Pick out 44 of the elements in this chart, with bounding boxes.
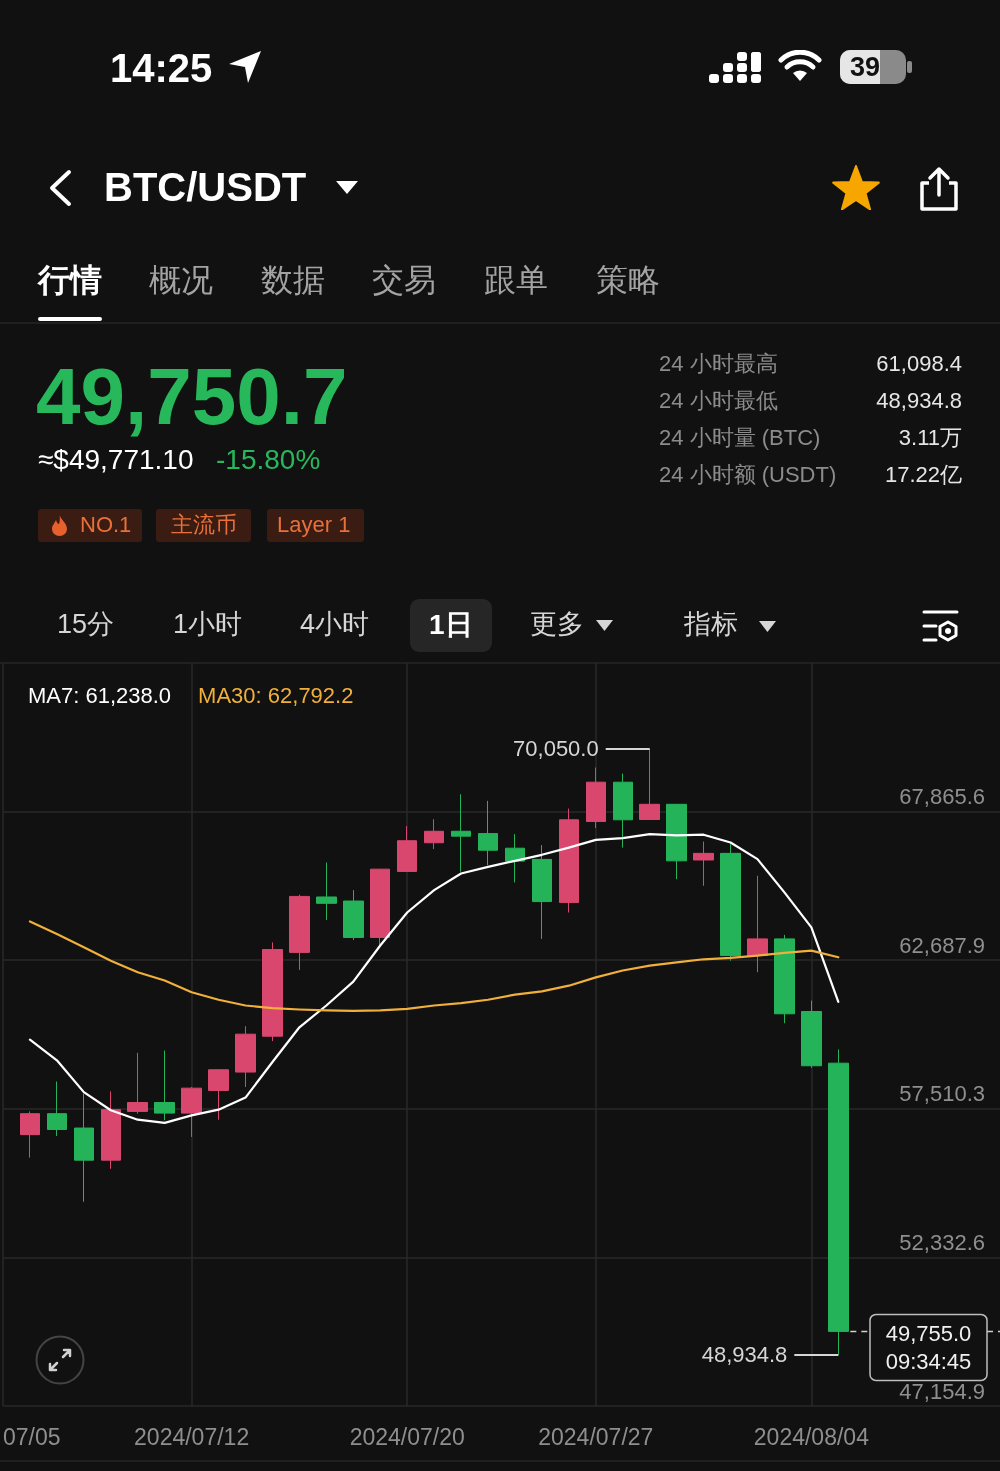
x-tick-label: 2024/08/04 [753,1423,870,1450]
text: 交易 [372,262,436,298]
text: MA7: 61,238.0 [28,682,172,708]
text: 3.11万 [898,425,962,450]
text: -15.80% [216,444,321,475]
text: Layer 1 [277,512,351,537]
text: 24 小时额 (USDT) [659,462,837,487]
text: 数据 [261,262,325,298]
text: 24 小时量 (BTC) [659,425,821,450]
text: ≈$49,771.10 [38,444,194,475]
text: 主流币 [171,512,237,537]
text: 61,098.4 [876,351,962,376]
x-tick-label: 07/05 [3,1423,61,1450]
y-tick-label: 57,510.3 [899,1081,985,1107]
text: 48,934.8 [876,388,962,413]
x-tick-label: 2024/07/27 [538,1423,654,1450]
text: 24 小时最高 [659,351,778,376]
text: 39 [850,52,881,82]
y-tick-label: 47,154.9 [899,1378,985,1404]
text: 17.22亿 [884,462,962,487]
text: 49,750.7 [36,352,348,441]
x-tick-label: 2024/07/12 [134,1423,250,1450]
text: NO.1 [80,512,132,537]
text: 策略 [596,262,660,298]
text: 14:25 [110,46,213,90]
text: 1日 [429,609,473,640]
annotation: 48,934.8 [701,1342,788,1368]
ref-line-label: 49,755.0 09:34:45 [885,1320,972,1374]
text: 24 小时最低 [659,388,778,413]
annotation: 70,050.0 [513,736,599,762]
y-tick-label: 67,865.6 [899,784,985,810]
y-tick-label: 52,332.6 [899,1229,985,1255]
y-tick-label: 62,687.9 [899,932,985,958]
text: MA30: 62,792.2 [198,682,354,708]
chart-title: BTC/USDT [104,165,307,209]
x-tick-label: 2024/07/20 [349,1423,465,1450]
text: 跟单 [484,262,548,298]
text: 15分 [57,609,115,639]
text: 行情 [38,262,102,298]
text: 概况 [149,262,213,298]
text: 指标 [684,609,738,639]
text: 更多 [530,609,584,639]
text: 1小时 [173,609,243,639]
text: 4小时 [300,609,370,639]
